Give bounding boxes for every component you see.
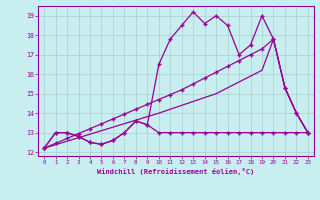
X-axis label: Windchill (Refroidissement éolien,°C): Windchill (Refroidissement éolien,°C)	[97, 168, 255, 175]
